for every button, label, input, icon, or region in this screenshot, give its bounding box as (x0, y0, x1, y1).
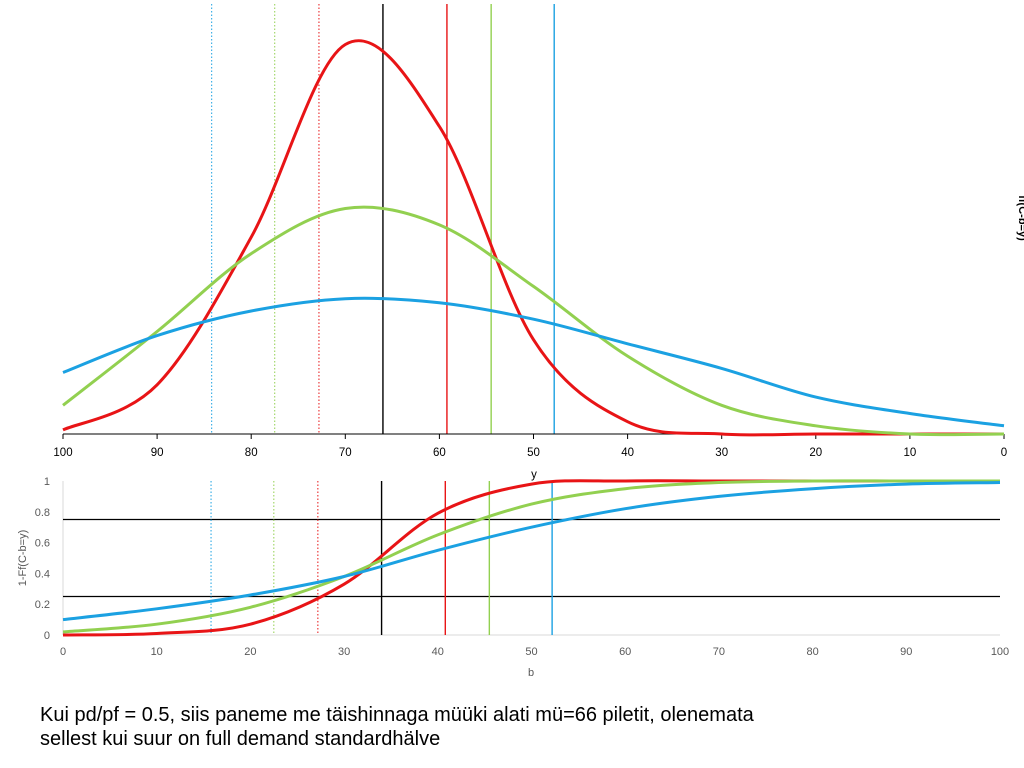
top-x-tick-label: 10 (904, 447, 917, 459)
bottom-y-tick-label: 1 (44, 476, 50, 488)
top-series-red-curve (62, 39, 1004, 437)
top-x-tick-label: 50 (527, 447, 540, 459)
top-x-tick-label: 90 (151, 447, 164, 459)
bottom-x-tick-label: 10 (151, 646, 163, 658)
bottom-x-tick-label: 50 (525, 646, 537, 658)
bottom-x-tick-label: 70 (713, 646, 725, 658)
slide-caption: Kui pd/pf = 0.5, siis paneme me täishinn… (40, 703, 940, 751)
top-y-axis-title: ff(C-b=y) (1016, 195, 1024, 241)
bottom-x-tick-label: 20 (244, 646, 256, 658)
bottom-x-tick-label: 60 (619, 646, 631, 658)
bottom-x-tick-label: 30 (338, 646, 350, 658)
top-x-tick-label: 60 (433, 447, 446, 459)
top-x-axis-title: y (531, 469, 537, 481)
bottom-y-tick-label: 0.4 (35, 568, 50, 580)
caption-line-1: Kui pd/pf = 0.5, siis paneme me täishinn… (40, 704, 754, 726)
top-x-tick-label: 100 (53, 447, 72, 459)
top-series-blue-curve (62, 296, 1005, 428)
bottom-y-tick-label: 0.8 (35, 507, 50, 519)
bottom-x-tick-label: 40 (432, 646, 444, 658)
top-x-tick-label: 80 (245, 447, 258, 459)
bottom-x-tick-label: 0 (60, 646, 66, 658)
top-x-tick-label: 20 (809, 447, 822, 459)
bottom-x-tick-label: 90 (900, 646, 912, 658)
top-series-green-curve (62, 205, 1005, 437)
bottom-x-tick-label: 100 (991, 646, 1009, 658)
bottom-x-axis-title: b (528, 667, 534, 679)
bottom-x-tick-label: 80 (806, 646, 818, 658)
bottom-series-blue-curve (62, 481, 1001, 622)
top-x-tick-label: 30 (715, 447, 728, 459)
bottom-y-tick-label: 0 (44, 630, 50, 642)
bottom-y-tick-label: 0.2 (35, 599, 50, 611)
caption-line-2: sellest kui suur on full demand standard… (40, 728, 441, 750)
top-x-tick-label: 0 (1001, 447, 1007, 459)
top-x-tick-label: 40 (621, 447, 634, 459)
top-x-tick-label: 70 (339, 447, 352, 459)
bottom-y-tick-label: 0.6 (35, 538, 50, 550)
bottom-cdf-chart: 00.20.40.60.810 10 20 30 40 50 60 70 80 90 100b1-F… (17, 476, 1009, 679)
bottom-series-green-curve (62, 479, 1000, 634)
bottom-y-axis-title: 1-Ff(C-b=y) (17, 530, 29, 587)
